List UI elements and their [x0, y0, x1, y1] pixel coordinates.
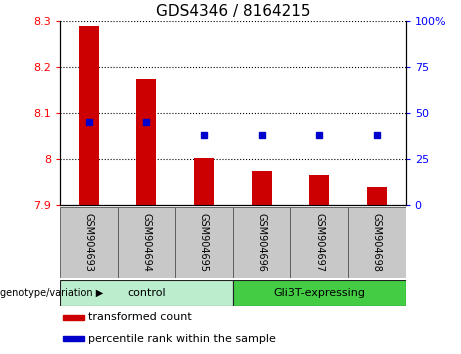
Text: transformed count: transformed count	[88, 312, 192, 322]
Bar	[60, 207, 118, 278]
Title: GDS4346 / 8164215: GDS4346 / 8164215	[155, 4, 310, 19]
Text: control: control	[127, 288, 165, 298]
Bar	[136, 79, 156, 205]
Bar	[309, 176, 329, 205]
Bar	[64, 315, 84, 320]
Bar	[233, 207, 290, 278]
Text: GSM904698: GSM904698	[372, 213, 382, 272]
Bar	[64, 336, 84, 341]
Bar	[60, 280, 233, 306]
Text: percentile rank within the sample: percentile rank within the sample	[88, 333, 276, 344]
Bar	[290, 207, 348, 278]
Bar	[367, 187, 387, 205]
Bar	[79, 26, 99, 205]
Text: GSM904694: GSM904694	[142, 213, 151, 272]
Bar	[175, 207, 233, 278]
Text: genotype/variation ▶: genotype/variation ▶	[0, 288, 104, 298]
Bar	[252, 171, 272, 205]
Bar	[233, 280, 406, 306]
Text: GSM904693: GSM904693	[84, 213, 94, 272]
Text: Gli3T-expressing: Gli3T-expressing	[273, 288, 365, 298]
Bar	[194, 158, 214, 205]
Bar	[348, 207, 406, 278]
Text: GSM904697: GSM904697	[314, 213, 324, 272]
Text: GSM904695: GSM904695	[199, 213, 209, 272]
Text: GSM904696: GSM904696	[257, 213, 266, 272]
Bar	[118, 207, 175, 278]
